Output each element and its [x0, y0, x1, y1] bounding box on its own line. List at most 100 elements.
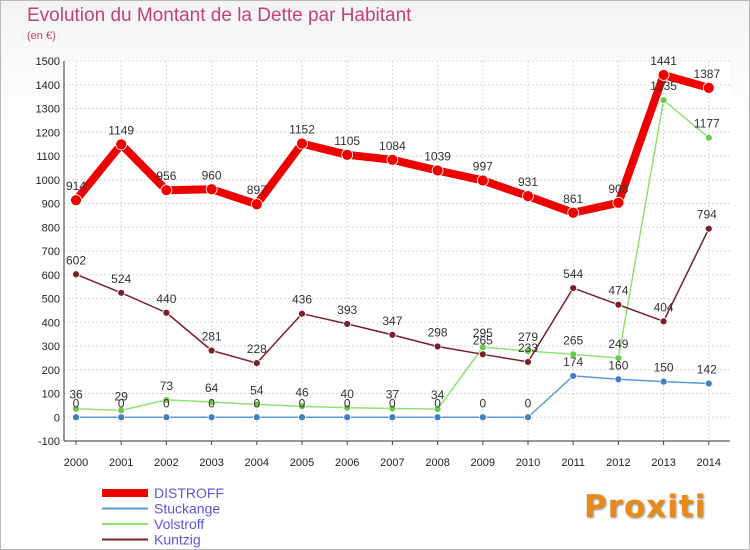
data-point [524, 413, 532, 422]
x-tick-label: 2008 [425, 457, 449, 469]
data-point [433, 342, 442, 351]
data-label: 404 [654, 300, 674, 314]
y-tick-label: 0 [54, 412, 60, 424]
data-point [659, 317, 668, 326]
data-point [704, 133, 713, 142]
data-point [252, 413, 261, 422]
data-point [476, 174, 489, 187]
data-point [569, 284, 578, 292]
y-tick-label: 1400 [36, 80, 60, 92]
x-tick-label: 2007 [380, 457, 404, 469]
y-tick-label: 300 [42, 341, 60, 353]
data-point [388, 330, 397, 339]
data-point [207, 346, 216, 355]
y-tick-label: 1000 [36, 175, 60, 187]
data-point [298, 402, 306, 411]
data-point [478, 413, 487, 422]
data-label: 233 [518, 341, 538, 355]
y-tick-label: 800 [42, 222, 60, 234]
data-label: 794 [697, 208, 717, 222]
data-point [614, 375, 623, 384]
x-tick-label: 2005 [290, 457, 314, 469]
data-label: 436 [292, 293, 312, 307]
data-label: 160 [608, 358, 628, 372]
x-tick-label: 2010 [516, 457, 540, 469]
y-tick-label: 100 [42, 389, 60, 401]
data-label: 228 [247, 342, 267, 356]
data-point [72, 404, 80, 413]
data-label: 997 [473, 159, 493, 173]
data-label: 0 [208, 396, 215, 410]
data-point [388, 413, 397, 422]
x-tick-label: 2014 [697, 457, 721, 469]
data-point [431, 164, 444, 177]
data-label: 1152 [289, 123, 315, 137]
x-tick-label: 2000 [64, 457, 88, 469]
data-label: 0 [118, 396, 125, 410]
data-point [117, 413, 126, 422]
data-point [343, 403, 352, 412]
y-tick-label: 1300 [36, 104, 60, 116]
data-point [115, 138, 128, 151]
data-label: 64 [205, 381, 219, 395]
data-label: 903 [608, 182, 628, 196]
data-point [70, 194, 82, 207]
x-tick-label: 2013 [651, 457, 675, 469]
series-stuckange [72, 372, 713, 422]
data-point [659, 377, 668, 386]
data-label: 897 [247, 183, 267, 197]
data-point [343, 413, 352, 422]
y-tick-label: 900 [42, 199, 60, 211]
data-label: 142 [697, 363, 717, 377]
data-label: 37 [386, 387, 400, 401]
data-label: 1335 [650, 79, 677, 93]
data-point [160, 184, 173, 197]
data-label: 0 [344, 396, 351, 410]
data-label: 861 [563, 192, 583, 206]
data-point [252, 359, 261, 368]
data-point [250, 198, 263, 211]
x-tick-label: 2001 [109, 457, 133, 469]
data-point [704, 224, 713, 233]
y-tick-label: 500 [42, 294, 60, 306]
data-point [657, 69, 670, 81]
data-point [386, 153, 399, 166]
data-label: 29 [115, 389, 129, 403]
data-label: 602 [66, 253, 86, 267]
data-point [524, 358, 532, 366]
data-labels: 914 1149 956 960 897 1152 1105 1084 1039 997 931 86… [66, 54, 720, 410]
data-point [614, 354, 623, 363]
data-point [207, 413, 216, 422]
proxiti-logo: Proxiti [584, 489, 707, 525]
data-point [252, 400, 261, 409]
x-tick-label: 2003 [199, 457, 223, 469]
data-point [207, 398, 216, 406]
data-label: 347 [382, 314, 402, 328]
data-point [388, 404, 397, 413]
data-label: 46 [295, 385, 309, 399]
data-label: 1105 [334, 134, 360, 148]
data-label: 0 [479, 396, 486, 410]
data-label: 265 [473, 333, 493, 347]
x-tick-label: 2009 [471, 457, 495, 469]
data-label: 34 [431, 388, 445, 402]
legend-label: DISTROFF [154, 485, 224, 501]
data-point [524, 347, 532, 355]
chart-subtitle: (en €) [27, 30, 56, 42]
data-point [72, 413, 80, 422]
data-label: 474 [608, 284, 628, 298]
data-label: 956 [156, 169, 176, 183]
chart-title: Evolution du Montant de la Dette par Hab… [27, 5, 412, 26]
data-label: 524 [111, 272, 131, 286]
data-point [117, 288, 126, 297]
data-label: 914 [66, 179, 86, 193]
series-volstroff [72, 96, 713, 415]
data-point [298, 413, 306, 422]
data-point [478, 350, 487, 359]
data-label: 150 [654, 361, 674, 375]
data-label: 0 [434, 396, 441, 410]
data-label: 249 [608, 337, 628, 351]
y-tick-label: 600 [42, 270, 60, 282]
